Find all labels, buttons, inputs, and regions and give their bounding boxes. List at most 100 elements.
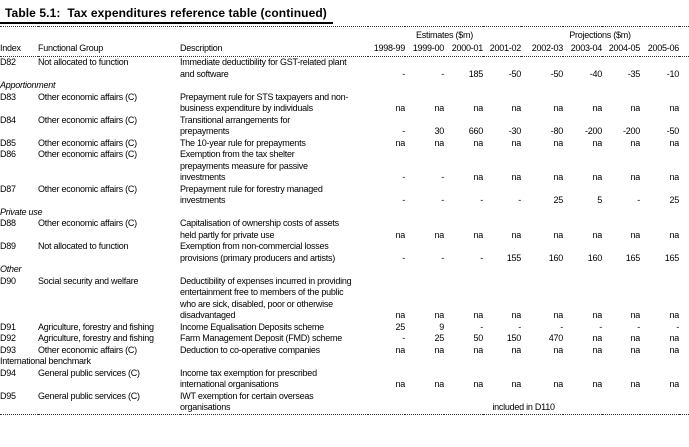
row-functional-group: General public services (C) (38, 390, 140, 401)
cell-value: 160 (587, 252, 603, 263)
section-row: Other (0, 264, 689, 276)
row-spacer (679, 368, 689, 391)
row-spacer (679, 241, 689, 264)
cell-value: na (592, 137, 603, 148)
row-functional-group: Other economic affairs (C) (38, 183, 137, 194)
row-spacer (679, 218, 689, 241)
table-row: D95 General public services (C) IWT exempt… (0, 391, 689, 415)
row-description: Exemption from the tax shelter prepaymen… (180, 149, 308, 182)
cell-value: na (553, 379, 564, 389)
cell-value: na (592, 333, 603, 343)
cell-value: na (630, 103, 641, 113)
table-row: D91 Agriculture, forestry and fishing Inco… (0, 322, 689, 334)
year-header: 2005-06 (640, 41, 680, 57)
cell-value: -10 (666, 68, 680, 79)
row-spacer (679, 92, 689, 115)
cell-value: na (630, 344, 641, 355)
cell-value: na (473, 229, 483, 240)
year-header: 2003-04 (563, 41, 603, 57)
cell-value: 30 (434, 126, 444, 136)
cell-value: na (592, 103, 603, 113)
row-spacer (679, 345, 689, 357)
cell-value: - (441, 68, 444, 79)
row-functional-group: Not allocated to function (38, 57, 129, 67)
cell-value: 25 (669, 195, 680, 205)
row-description: Income Equalisation Deposits scheme (180, 321, 324, 332)
row-index: D91 (0, 321, 16, 332)
band-header-row: Estimates ($m) Projections ($m) (0, 27, 689, 42)
section-row: Private use (0, 207, 689, 219)
cell-value: na (669, 172, 680, 182)
table-header: Estimates ($m) Projections ($m) Index Fu… (0, 27, 689, 57)
cell-value: na (669, 103, 680, 113)
year-header: 1998-99 (368, 41, 405, 57)
row-spacer (679, 138, 689, 150)
row-index: D94 (0, 367, 16, 378)
row-index: D85 (0, 137, 16, 148)
cell-value: na (473, 310, 483, 320)
cell-value: na (395, 103, 405, 113)
cell-value: 160 (548, 252, 564, 263)
row-functional-group: Other economic affairs (C) (38, 91, 137, 102)
row-description: Farm Management Deposit (FMD) scheme (180, 333, 343, 343)
cell-value: na (553, 310, 564, 320)
table-row: D84 Other economic affairs (C) Transitiona… (0, 115, 689, 138)
cell-value: - (441, 172, 444, 182)
row-functional-group: Agriculture, forestry and fishing (38, 333, 154, 343)
year-header: 2000-01 (444, 41, 483, 57)
cell-value: - (402, 68, 405, 79)
row-spacer (679, 391, 689, 415)
row-index: D92 (0, 333, 16, 343)
cell-value: na (630, 137, 641, 148)
cell-value: na (511, 344, 522, 355)
row-index: D93 (0, 344, 16, 355)
cell-value: na (630, 379, 641, 389)
column-header-description: Description (180, 41, 368, 57)
section-label: Private use (0, 206, 43, 217)
cell-value: - (480, 252, 483, 263)
cell-value: na (669, 333, 680, 343)
cell-value: na (630, 310, 641, 320)
cell-value: 25 (395, 321, 405, 332)
row-description: Prepayment rule for forestry managed inv… (180, 183, 323, 206)
cell-value: - (402, 172, 405, 182)
row-spacer (679, 333, 689, 345)
row-description: IWT exemption for certain overseas organ… (180, 390, 314, 413)
section-label: Other (0, 264, 22, 274)
cell-value: na (592, 229, 603, 240)
row-description: Prepayment rule for STS taxpayers and no… (180, 91, 349, 114)
cell-value: - (637, 321, 641, 332)
row-functional-group: Other economic affairs (C) (38, 344, 137, 355)
section-row: International benchmark (0, 356, 689, 368)
row-functional-group: General public services (C) (38, 367, 140, 378)
tax-expenditures-table: Estimates ($m) Projections ($m) Index Fu… (0, 26, 689, 415)
cell-value: na (669, 229, 680, 240)
document-page: Table 5.1: Tax expenditures reference ta… (0, 6, 689, 415)
cell-value: na (630, 172, 641, 182)
cell-value: - (441, 252, 444, 263)
cell-value: -35 (627, 68, 641, 79)
cell-value: -200 (585, 126, 603, 136)
column-header-row: Index Functional Group Description 1998-… (0, 41, 689, 57)
row-description: Exemption from non-commercial losses pro… (180, 241, 336, 263)
year-header-spacer (679, 41, 689, 57)
cell-value: na (511, 229, 522, 240)
cell-value: 660 (468, 126, 483, 136)
cell-value: 9 (439, 321, 444, 332)
cell-value: 25 (434, 333, 444, 343)
cell-value: na (511, 172, 522, 182)
cell-value: na (553, 229, 564, 240)
cell-value: na (592, 344, 603, 355)
row-spacer (679, 115, 689, 138)
cell-value: na (395, 310, 405, 320)
cell-value: 165 (625, 252, 641, 263)
cell-value: na (395, 229, 405, 240)
cell-value: 50 (473, 333, 483, 343)
row-description: Transitional arrangements for prepayment… (180, 114, 290, 137)
row-index: D82 (0, 57, 16, 67)
cell-value: na (511, 310, 522, 320)
cell-value: - (599, 321, 603, 332)
cell-value: na (434, 344, 444, 355)
row-index: D86 (0, 149, 16, 159)
projections-band-header: Projections ($m) (569, 30, 631, 40)
